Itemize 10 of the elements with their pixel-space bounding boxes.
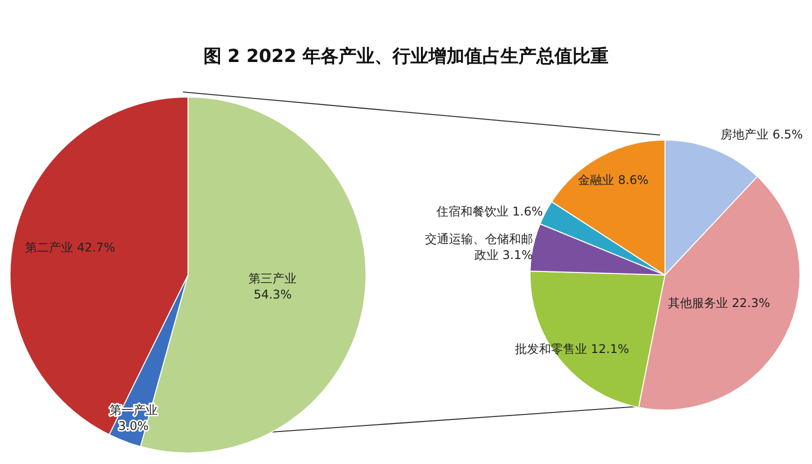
slice-label: 批发和零售业 12.1%: [515, 342, 630, 356]
slice-label: 房地产业 6.5%: [720, 127, 803, 142]
slice-label: 住宿和餐饮业 1.6%: [436, 204, 543, 218]
text: 图 2 2022 年各产业、行业增加值占生产总值比重: [202, 45, 610, 68]
slice-label: 交通运输、仓储和邮政业 3.1%: [424, 232, 533, 262]
slice-label: 其他服务业 22.3%: [668, 296, 770, 310]
slice-label: 第三产业: [248, 272, 297, 286]
slice-label: 第二产业 42.7%: [25, 240, 116, 254]
slice-label: 金融业 8.6%: [578, 173, 649, 188]
data-label: 54.3%: [254, 288, 292, 302]
